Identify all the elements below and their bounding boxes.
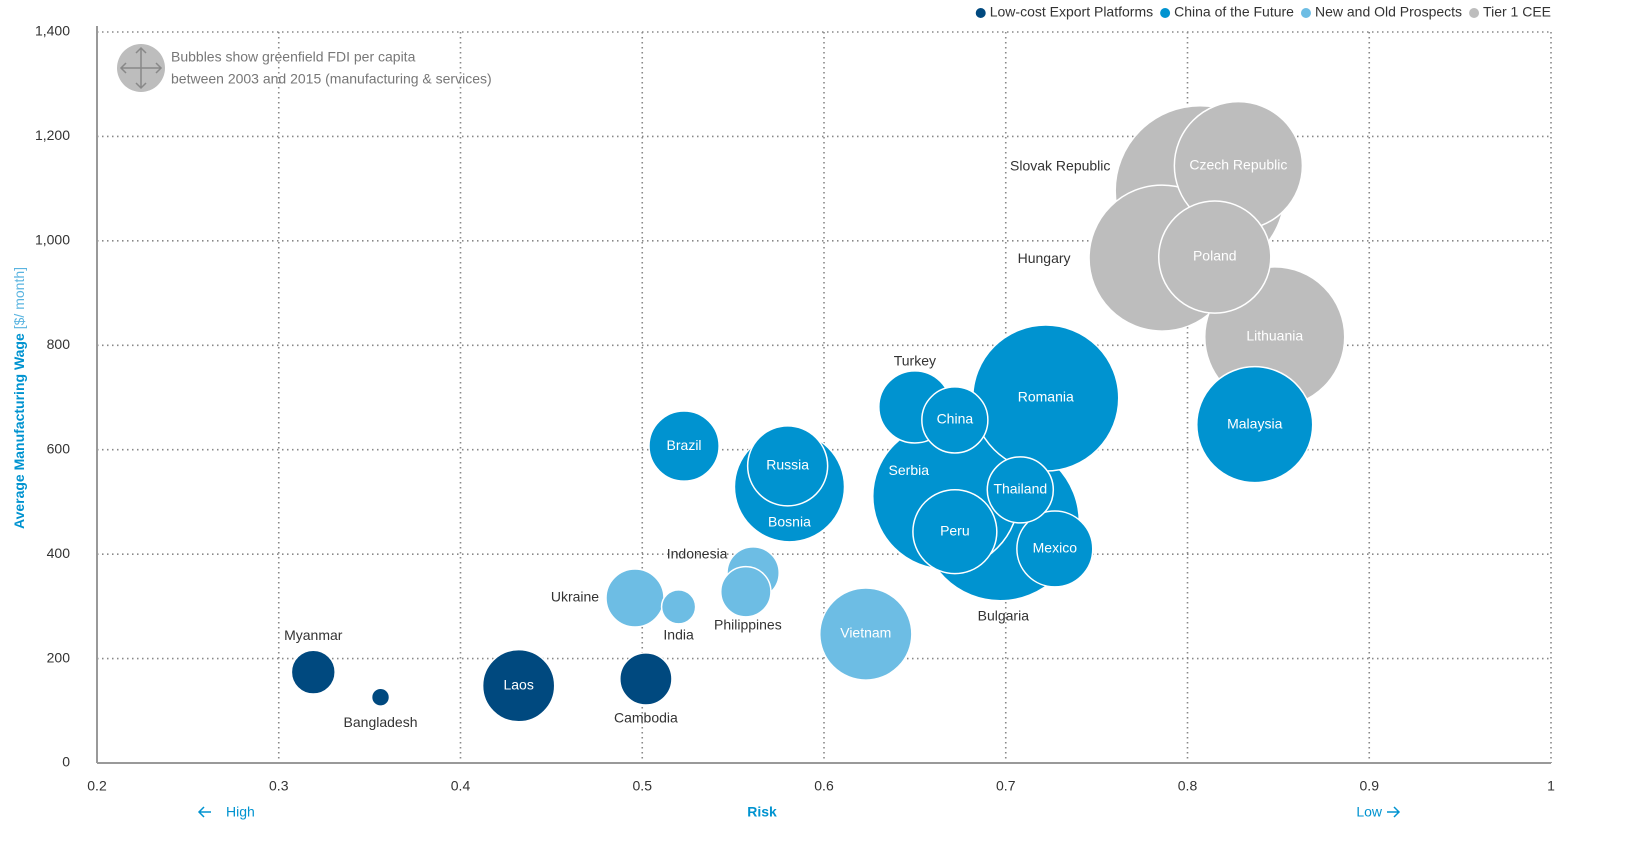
x-tick-label: 0.4 [451, 778, 471, 794]
bubble-label: India [663, 627, 694, 643]
bubble [746, 425, 829, 507]
x-high-label: Low [1356, 804, 1383, 820]
bubble-label: Lithuania [1246, 328, 1303, 344]
bubble-label: China [937, 411, 974, 427]
bubble-label: Malaysia [1227, 415, 1282, 431]
x-axis-label: Risk [747, 804, 777, 820]
x-tick-label: 0.6 [814, 778, 834, 794]
y-tick-label: 0 [62, 754, 70, 770]
bubble [921, 386, 989, 454]
bubble-label: Myanmar [284, 627, 343, 643]
x-low-label: High [226, 804, 255, 820]
y-tick-label: 800 [47, 336, 71, 352]
bubble-label: Philippines [714, 616, 782, 632]
bubble [719, 565, 772, 618]
bubble [481, 648, 556, 723]
bubble-label: Russia [766, 457, 809, 473]
legend-label: China of the Future [1174, 4, 1294, 20]
bubble [660, 589, 697, 625]
x-tick-label: 0.5 [633, 778, 653, 794]
legend-marker [975, 8, 986, 18]
bubble-label: Cambodia [614, 710, 678, 726]
legend-label: Low-cost Export Platforms [990, 4, 1153, 20]
y-axis-label: Average Manufacturing Wage [$/ month] [11, 267, 27, 529]
bubble [1016, 510, 1094, 588]
bubble-label: Hungary [1018, 250, 1071, 266]
x-tick-label: 0.7 [996, 778, 1016, 794]
bubble [986, 456, 1055, 524]
bubble-label: Bulgaria [978, 607, 1030, 623]
legend-label: Tier 1 CEE [1483, 4, 1551, 20]
y-tick-label: 1,000 [35, 232, 70, 248]
bubble [370, 687, 391, 707]
bubble-label: Mexico [1033, 540, 1078, 556]
y-tick-label: 600 [47, 440, 71, 456]
bubble [1157, 200, 1272, 314]
bubble-label: Bosnia [768, 513, 811, 529]
bubble-label: Turkey [894, 353, 936, 369]
bubble-label: Indonesia [667, 546, 728, 562]
y-axis-unit: [$/ month] [11, 267, 27, 329]
bubble [648, 410, 720, 482]
x-tick-label: 1 [1547, 778, 1555, 794]
annotation-icon [117, 44, 165, 92]
y-tick-label: 1,200 [35, 127, 70, 143]
y-tick-label: 400 [47, 545, 71, 561]
bubble [1196, 365, 1314, 484]
bubble-label: Czech Republic [1189, 156, 1287, 172]
x-tick-label: 0.3 [269, 778, 289, 794]
legend-marker [1160, 8, 1171, 18]
x-tick-label: 0.2 [87, 778, 107, 794]
bubble [912, 488, 998, 575]
y-tick-label: 200 [47, 649, 71, 665]
bubble-label: Romania [1018, 389, 1074, 405]
bubble [619, 652, 673, 706]
bubble [819, 587, 913, 681]
x-tick-label: 0.9 [1360, 778, 1380, 794]
bubble-label: Thailand [993, 481, 1047, 497]
bubble-label: Poland [1193, 248, 1237, 264]
y-tick-label: 1,400 [35, 23, 70, 39]
legend-marker [1469, 8, 1480, 18]
arrow-right [1387, 806, 1401, 818]
bubble-label: Serbia [889, 462, 930, 478]
bubble [605, 568, 665, 628]
arrow-left [197, 806, 211, 818]
bubble-label: Slovak Republic [1010, 157, 1110, 173]
bubble-label: Bangladesh [344, 714, 418, 730]
legend-label: New and Old Prospects [1315, 4, 1462, 20]
annotation-line: between 2003 and 2015 (manufacturing & s… [171, 71, 492, 87]
bubble [290, 649, 336, 695]
bubble-label: Laos [503, 676, 533, 692]
bubble-label: Peru [940, 522, 970, 538]
bubble-label: Vietnam [840, 625, 891, 641]
bubble-label: Brazil [667, 437, 702, 453]
annotation-line: Bubbles show greenfield FDI per capita [171, 49, 416, 65]
bubble-label: Ukraine [551, 589, 599, 605]
legend-marker [1300, 8, 1311, 18]
x-tick-label: 0.8 [1178, 778, 1198, 794]
y-axis-title: Average Manufacturing Wage [11, 333, 27, 529]
